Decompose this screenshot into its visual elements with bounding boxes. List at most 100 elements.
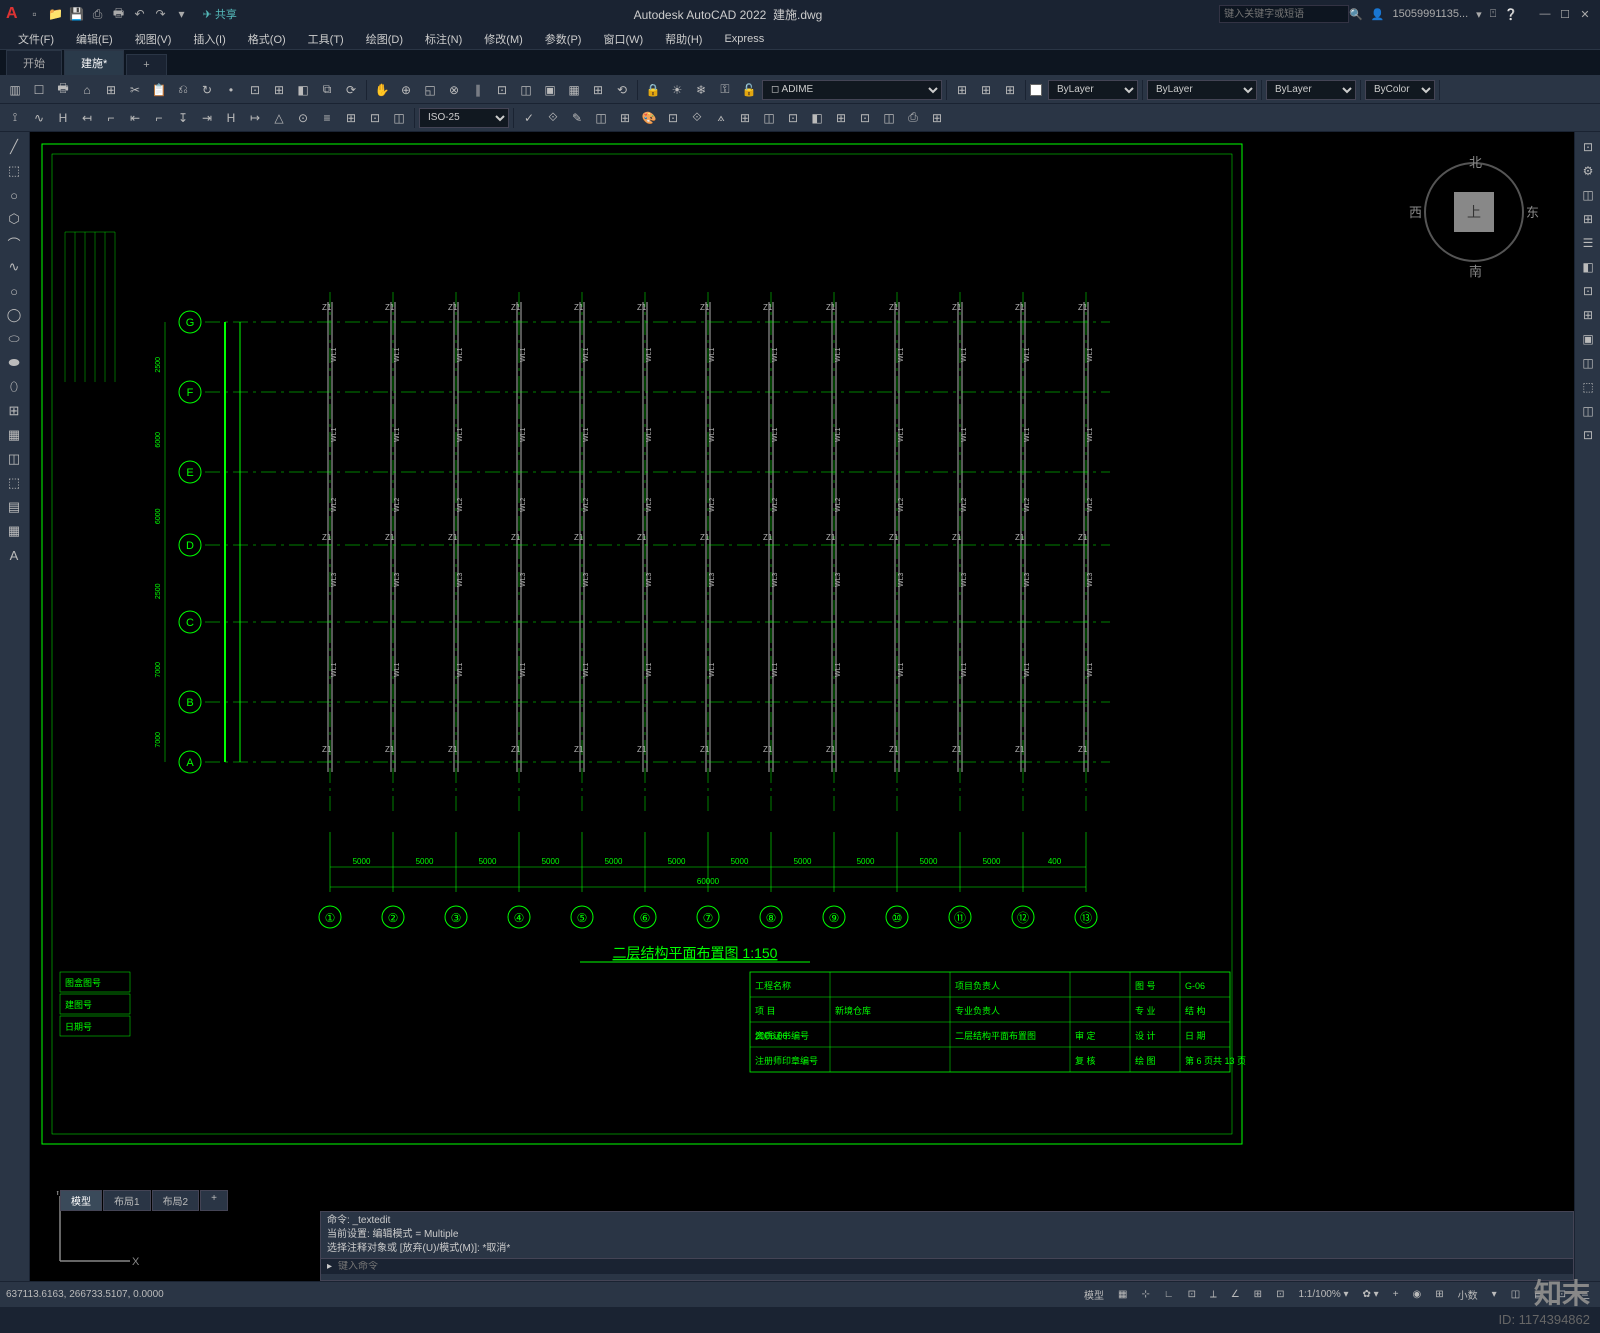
color-select[interactable]: ByLayer [1048, 80, 1138, 100]
toolbar-button[interactable]: ↻ [196, 79, 218, 101]
menu-item[interactable]: 视图(V) [125, 29, 182, 49]
doc-tab[interactable]: 建施* [64, 50, 124, 75]
status-button[interactable]: ◉ [1409, 1287, 1426, 1302]
status-button[interactable]: ∠ [1227, 1287, 1244, 1302]
dim-tool-button[interactable]: ∿ [28, 107, 50, 129]
linetype-select[interactable]: ByLayer [1147, 80, 1257, 100]
draw-tool-button[interactable]: ⬡ [2, 208, 26, 230]
status-button[interactable]: ◫ [1507, 1287, 1524, 1302]
menu-item[interactable]: 修改(M) [474, 29, 533, 49]
draw-tool-button[interactable]: ◯ [2, 304, 26, 326]
menu-item[interactable]: 工具(T) [298, 29, 354, 49]
nav-tool-button[interactable]: ⊡ [1577, 424, 1599, 446]
toolbar-button[interactable]: ✓ [518, 107, 540, 129]
app-logo[interactable]: A [6, 5, 18, 23]
draw-tool-button[interactable]: ▦ [2, 520, 26, 542]
menu-item[interactable]: 标注(N) [415, 29, 472, 49]
toolbar-button[interactable]: ⊞ [926, 107, 948, 129]
toolbar-button[interactable]: ⟲ [611, 79, 633, 101]
dim-tool-button[interactable]: ⇤ [124, 107, 146, 129]
dim-tool-button[interactable]: H [220, 107, 242, 129]
layout-tab[interactable]: 模型 [60, 1190, 102, 1211]
toolbar-button[interactable]: ⟐ [686, 107, 708, 129]
toolbar-button[interactable]: ⊕ [395, 79, 417, 101]
apps-icon[interactable]: ⍞ [1490, 8, 1497, 21]
toolbar-button[interactable]: ◧ [292, 79, 314, 101]
nav-tool-button[interactable]: ⬚ [1577, 376, 1599, 398]
drawing-canvas[interactable]: Z1Z1Z1①Z1Z1Z1②Z1Z1Z1③Z1Z1Z1④Z1Z1Z1⑤Z1Z1Z… [30, 132, 1574, 1281]
qat-save-icon[interactable]: 💾 [68, 5, 86, 23]
dim-tool-button[interactable]: ◫ [388, 107, 410, 129]
menu-item[interactable]: 编辑(E) [66, 29, 123, 49]
nav-tool-button[interactable]: ◧ [1577, 256, 1599, 278]
status-button[interactable]: ⊡ [1272, 1287, 1288, 1302]
toolbar-button[interactable]: ⊞ [100, 79, 122, 101]
dim-tool-button[interactable]: ⟟ [4, 107, 26, 129]
draw-tool-button[interactable]: ○ [2, 280, 26, 302]
minimize-button[interactable]: — [1536, 6, 1554, 22]
toolbar-button[interactable]: ⊞ [830, 107, 852, 129]
toolbar-button[interactable]: 🎨 [638, 107, 660, 129]
toolbar-button[interactable]: ◫ [515, 79, 537, 101]
draw-tool-button[interactable]: ╱ [2, 136, 26, 158]
view-cube[interactable]: 上 北 南 东 西 [1414, 152, 1534, 272]
viewcube-west[interactable]: 西 [1409, 202, 1422, 221]
toolbar-button[interactable]: ⊡ [782, 107, 804, 129]
viewcube-east[interactable]: 东 [1526, 202, 1539, 221]
menu-item[interactable]: 插入(I) [183, 29, 235, 49]
layer-select[interactable]: ◻ ADIME [762, 80, 942, 100]
draw-tool-button[interactable]: ⬚ [2, 472, 26, 494]
draw-tool-button[interactable]: ⬬ [2, 352, 26, 374]
toolbar-button[interactable]: ⊡ [662, 107, 684, 129]
toolbar-button[interactable]: 📋 [148, 79, 170, 101]
nav-tool-button[interactable]: ▣ [1577, 328, 1599, 350]
menu-item[interactable]: 绘图(D) [356, 29, 413, 49]
draw-tool-button[interactable]: A [2, 544, 26, 566]
toolbar-button[interactable]: ✎ [566, 107, 588, 129]
toolbar-button[interactable]: ⊞ [734, 107, 756, 129]
toolbar-button[interactable]: • [220, 79, 242, 101]
toolbar-button[interactable]: 🖶 [52, 79, 74, 101]
menu-item[interactable]: 格式(O) [238, 29, 296, 49]
command-window[interactable]: 命令: _textedit当前设置: 编辑模式 = Multiple选择注释对象… [320, 1211, 1574, 1281]
layer-prev-icon[interactable]: ⊞ [999, 79, 1021, 101]
nav-tool-button[interactable]: ⊞ [1577, 208, 1599, 230]
dim-tool-button[interactable]: ↤ [76, 107, 98, 129]
dim-tool-button[interactable]: △ [268, 107, 290, 129]
status-button[interactable]: 三 [1576, 1285, 1594, 1304]
draw-tool-button[interactable]: ⌒ [2, 232, 26, 254]
layout-tab[interactable]: + [200, 1190, 228, 1211]
toolbar-button[interactable]: ⎙ [902, 107, 924, 129]
status-button[interactable]: 小数 [1454, 1285, 1482, 1304]
lineweight-select[interactable]: ByLayer [1266, 80, 1356, 100]
toolbar-button[interactable]: ◫ [758, 107, 780, 129]
toolbar-button[interactable]: ⊡ [491, 79, 513, 101]
qat-plot-icon[interactable]: 🖶 [110, 5, 128, 23]
toolbar-button[interactable]: ▥ [4, 79, 26, 101]
cloud-icon[interactable]: ▾ [1476, 8, 1482, 21]
status-button[interactable]: ▾ [1488, 1287, 1501, 1302]
draw-tool-button[interactable]: ⬯ [2, 376, 26, 398]
layer-state-icon[interactable]: ⚿ [714, 79, 736, 101]
dim-tool-button[interactable]: ⊡ [364, 107, 386, 129]
qat-redo-icon[interactable]: ↷ [152, 5, 170, 23]
dim-tool-button[interactable]: ≡ [316, 107, 338, 129]
dimstyle-select[interactable]: ISO-25 [419, 108, 509, 128]
menu-item[interactable]: 参数(P) [535, 29, 592, 49]
status-button[interactable]: ⊡ [1184, 1287, 1200, 1302]
layout-tab[interactable]: 布局1 [103, 1190, 151, 1211]
menu-item[interactable]: 文件(F) [8, 29, 64, 49]
toolbar-button[interactable]: ⟳ [340, 79, 362, 101]
status-button[interactable]: ⊞ [1250, 1287, 1266, 1302]
nav-tool-button[interactable]: ◫ [1577, 400, 1599, 422]
layer-match-icon[interactable]: ⊞ [975, 79, 997, 101]
layer-state-icon[interactable]: ❄ [690, 79, 712, 101]
toolbar-button[interactable]: ◱ [419, 79, 441, 101]
qat-new-icon[interactable]: ▫ [26, 5, 44, 23]
layer-manager-icon[interactable]: ⊞ [951, 79, 973, 101]
draw-tool-button[interactable]: ○ [2, 184, 26, 206]
user-name[interactable]: 15059991135... [1393, 8, 1469, 20]
dim-tool-button[interactable]: ⊞ [340, 107, 362, 129]
toolbar-button[interactable]: ⟐ [542, 107, 564, 129]
layout-tab[interactable]: 布局2 [152, 1190, 200, 1211]
